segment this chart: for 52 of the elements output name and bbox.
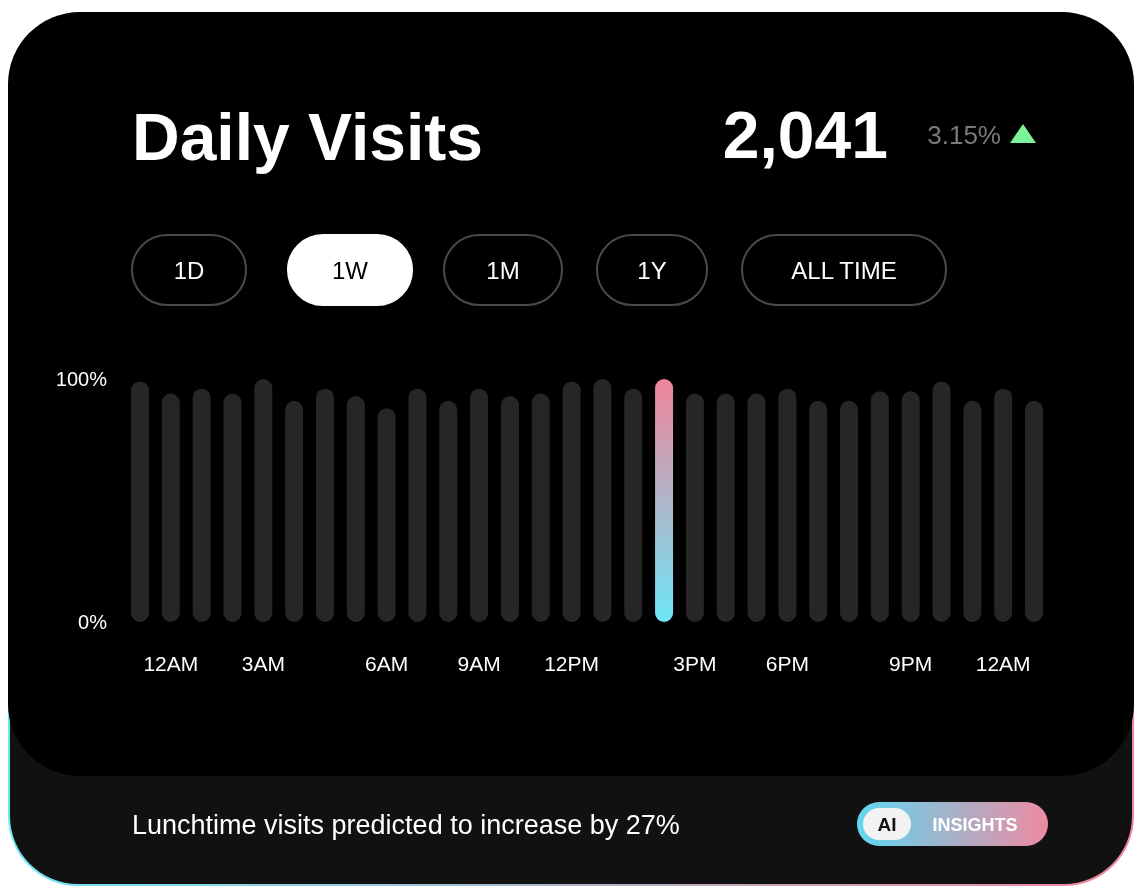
bar [747,393,766,622]
bar [932,381,951,622]
bar [809,400,828,622]
x-tick-label: 6AM [365,652,409,675]
text: 1M [486,257,520,284]
text: AI [877,814,897,835]
bar [1025,400,1043,622]
y-tick-label: 100% [55,368,108,390]
bar [716,393,735,622]
bar [685,393,704,622]
y-tick-label: 0% [78,611,108,633]
bar [285,400,304,622]
bar [840,400,859,622]
text: INSIGHTS [932,815,1018,835]
bar [192,388,211,622]
bar [315,388,334,622]
bar [223,393,242,622]
bar [655,379,674,622]
text: Lunchtime visits predicted to increase by 27% [132,810,680,840]
bar [439,400,458,622]
text: 2,041 [722,98,888,172]
bar [500,396,519,622]
bar [131,381,149,622]
bar [562,381,581,622]
x-tick-label: 3AM [241,652,285,675]
x-tick-label: 12AM [143,652,199,675]
text: 1W [332,257,369,284]
x-tick-label: 3PM [673,652,717,675]
text: 3.15% [927,120,1001,150]
bar [470,388,489,622]
bar [346,396,365,622]
x-tick-label: 9PM [889,652,933,675]
x-tick-label: 12AM [975,652,1031,675]
bar [778,388,797,622]
x-tick-label: 9AM [457,652,501,675]
text: 1Y [637,257,667,284]
bar [593,379,612,622]
bar [901,391,920,622]
x-tick-label: 6PM [765,652,809,675]
bar [870,391,889,622]
bar [254,379,273,622]
bar [624,388,643,622]
x-tick-label: 12PM [544,652,600,675]
bar [408,388,427,622]
bar [963,400,982,622]
bar [377,408,396,622]
text: ALL TIME [791,257,897,284]
chart-title: Daily Visits [132,100,483,174]
bar [531,393,550,622]
bar [161,393,180,622]
bar [994,388,1013,622]
text: 1D [173,257,205,284]
